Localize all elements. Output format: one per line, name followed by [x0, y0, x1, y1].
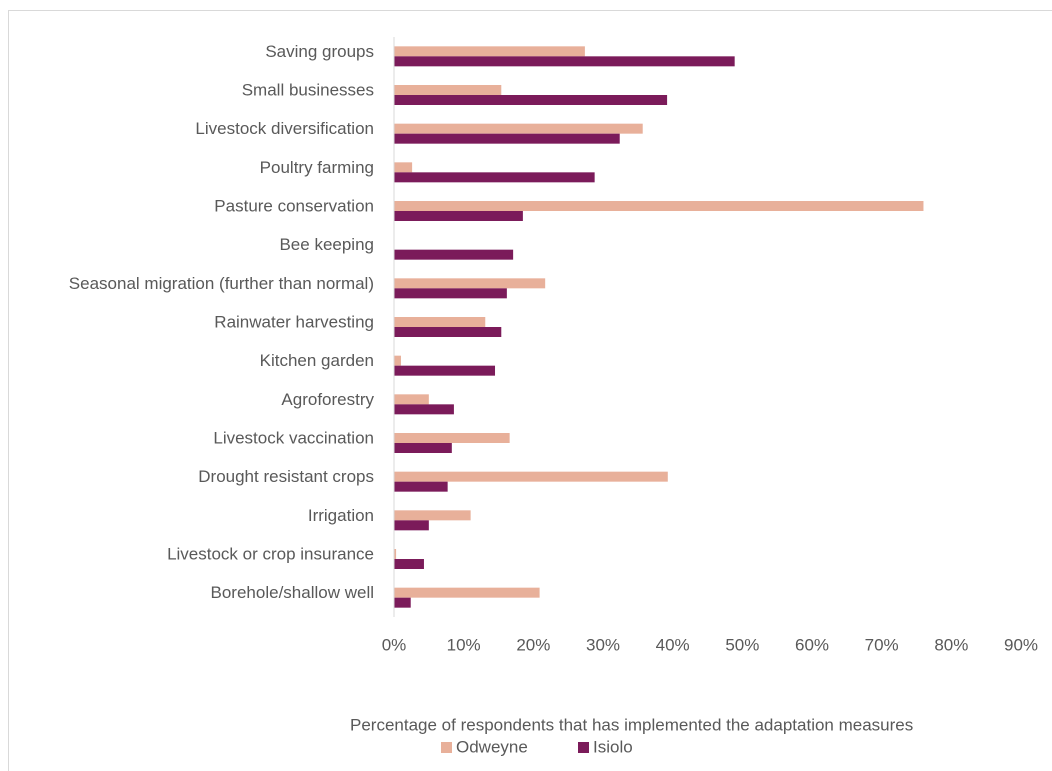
legend-swatch — [441, 742, 452, 753]
bar — [394, 559, 424, 569]
bar — [394, 278, 546, 289]
bar — [394, 56, 735, 67]
x-axis-title: Percentage of respondents that has imple… — [350, 715, 913, 734]
x-tick-label: 0% — [382, 635, 407, 654]
bar — [394, 433, 510, 443]
x-tick-label: 90% — [1004, 635, 1038, 654]
x-tick-label: 70% — [865, 635, 899, 654]
bar — [394, 520, 429, 531]
bar — [394, 133, 620, 144]
bar — [394, 162, 413, 173]
x-tick-label: 80% — [934, 635, 968, 654]
legend-label: Odweyne — [456, 737, 528, 756]
bar — [394, 123, 643, 134]
bar — [394, 85, 502, 95]
bar — [394, 288, 507, 299]
x-tick-label: 20% — [516, 635, 550, 654]
bar — [394, 587, 540, 598]
bar — [394, 481, 448, 492]
bar — [394, 549, 397, 559]
y-tick-label: Livestock vaccination — [213, 428, 374, 447]
y-tick-label: Pasture conservation — [214, 196, 374, 215]
y-tick-label: Livestock diversification — [195, 119, 374, 138]
y-tick-label: Small businesses — [242, 80, 374, 99]
bar — [394, 95, 668, 105]
bar — [394, 201, 924, 211]
x-tick-label: 10% — [447, 635, 481, 654]
x-tick-label: 30% — [586, 635, 620, 654]
legend-label: Isiolo — [593, 737, 633, 756]
y-tick-label: Poultry farming — [260, 158, 374, 177]
bar — [394, 471, 668, 482]
y-tick-label: Kitchen garden — [260, 351, 374, 370]
bar — [394, 394, 429, 405]
y-tick-label: Irrigation — [308, 506, 374, 525]
bar — [394, 172, 595, 183]
y-tick-label: Agroforestry — [281, 390, 374, 409]
x-tick-label: 60% — [795, 635, 829, 654]
bar — [394, 355, 401, 366]
bar — [394, 510, 471, 521]
y-tick-label: Livestock or crop insurance — [167, 544, 374, 563]
y-tick-label: Drought resistant crops — [198, 467, 374, 486]
bar — [394, 211, 523, 221]
bar — [394, 365, 496, 376]
bar — [394, 46, 585, 57]
bar — [394, 249, 514, 260]
bar — [394, 404, 454, 415]
y-tick-label: Saving groups — [265, 42, 374, 61]
chart-border — [8, 10, 1052, 771]
bar — [394, 597, 411, 608]
bar — [394, 317, 486, 327]
x-tick-label: 40% — [656, 635, 690, 654]
legend-swatch — [578, 742, 589, 753]
bar — [394, 327, 502, 337]
y-tick-label: Borehole/shallow well — [211, 583, 374, 602]
y-tick-label: Bee keeping — [279, 235, 374, 254]
x-tick-label: 50% — [725, 635, 759, 654]
y-tick-label: Rainwater harvesting — [214, 312, 374, 331]
bar — [394, 443, 452, 453]
y-tick-label: Seasonal migration (further than normal) — [69, 274, 374, 293]
